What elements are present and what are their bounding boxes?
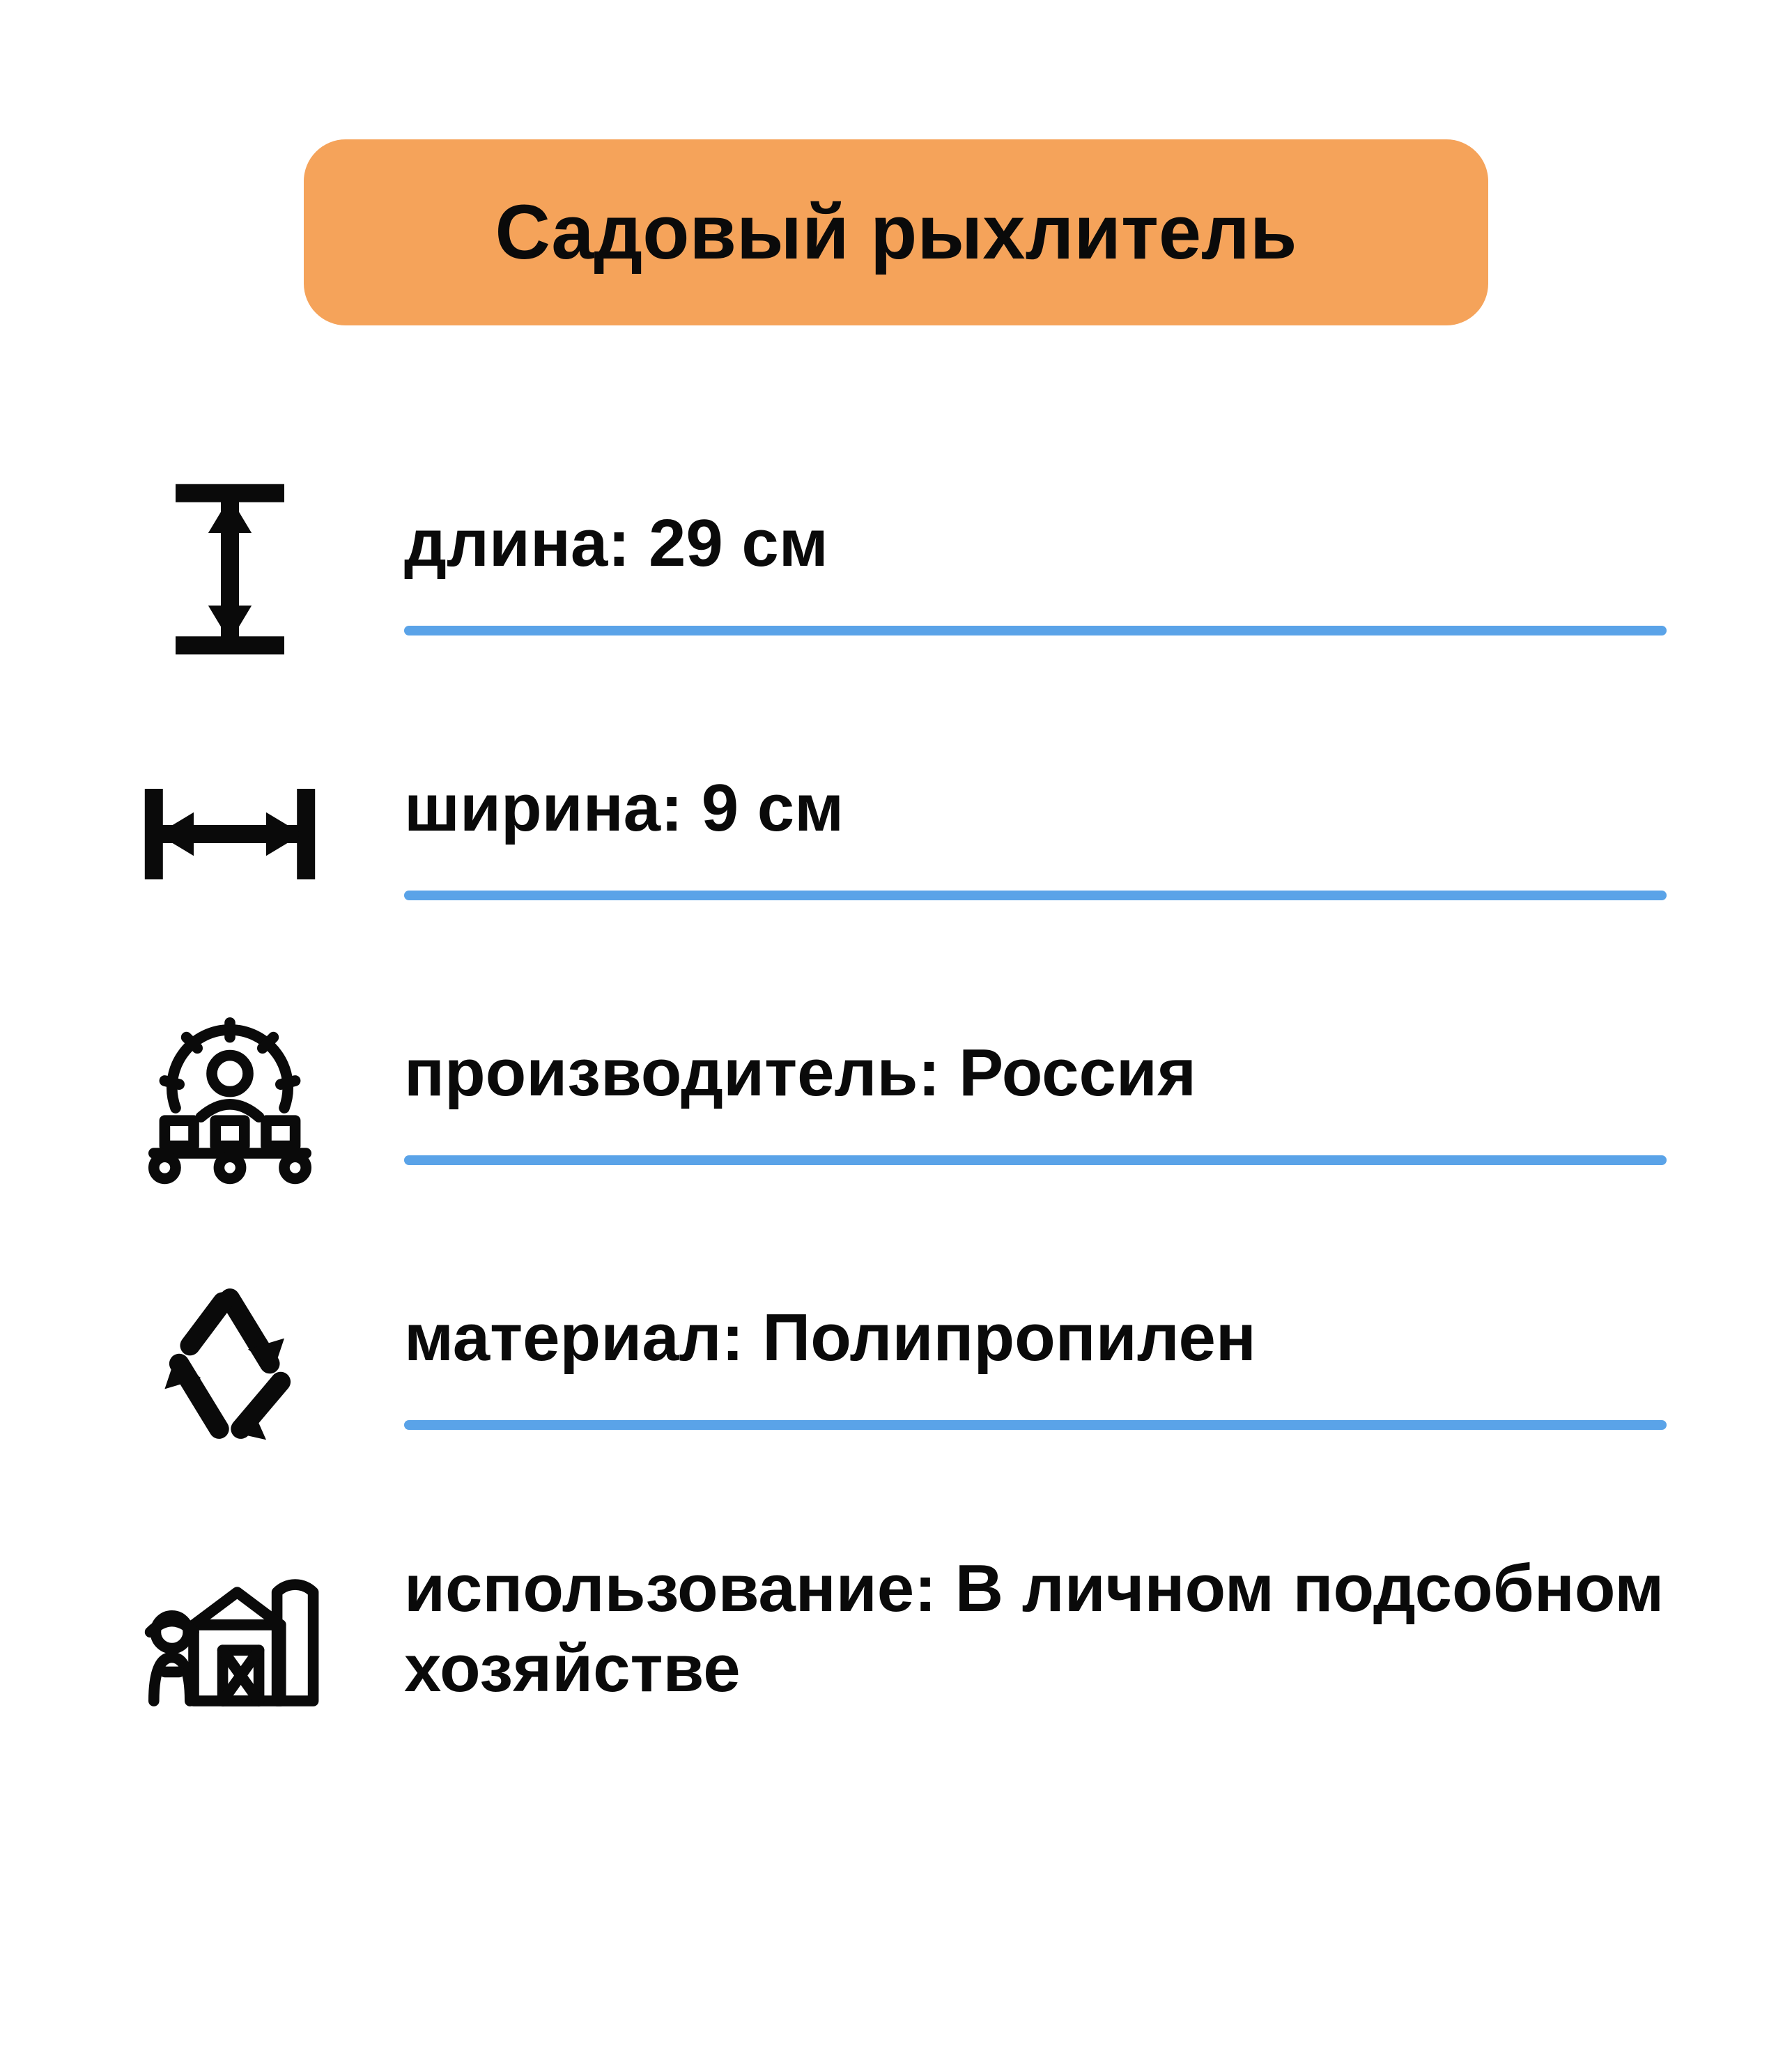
divider <box>404 891 1667 900</box>
divider <box>404 1420 1667 1430</box>
divider <box>404 626 1667 635</box>
manufacturer-icon <box>125 1008 334 1189</box>
product-title-badge: Садовый рыхлитель <box>304 139 1488 325</box>
spec-text-material: материал: Полипропилен <box>404 1297 1667 1378</box>
spec-list: длина: 29 см ширина: 9 см <box>125 479 1667 1719</box>
divider <box>404 1155 1667 1165</box>
spec-row-material: материал: Полипропилен <box>125 1273 1667 1454</box>
usage-icon <box>125 1538 334 1719</box>
spec-row-usage: использование: В личном подсобном хозяйс… <box>125 1538 1667 1719</box>
length-icon <box>125 479 334 660</box>
width-icon <box>125 744 334 925</box>
spec-text-usage: использование: В личном подсобном хозяйс… <box>404 1548 1667 1709</box>
material-icon <box>125 1273 334 1454</box>
spec-row-manufacturer: производитель: Россия <box>125 1008 1667 1189</box>
spec-text-width: ширина: 9 см <box>404 768 1667 848</box>
spec-row-length: длина: 29 см <box>125 479 1667 660</box>
spec-text-manufacturer: производитель: Россия <box>404 1033 1667 1113</box>
spec-text-length: длина: 29 см <box>404 503 1667 583</box>
spec-row-width: ширина: 9 см <box>125 744 1667 925</box>
